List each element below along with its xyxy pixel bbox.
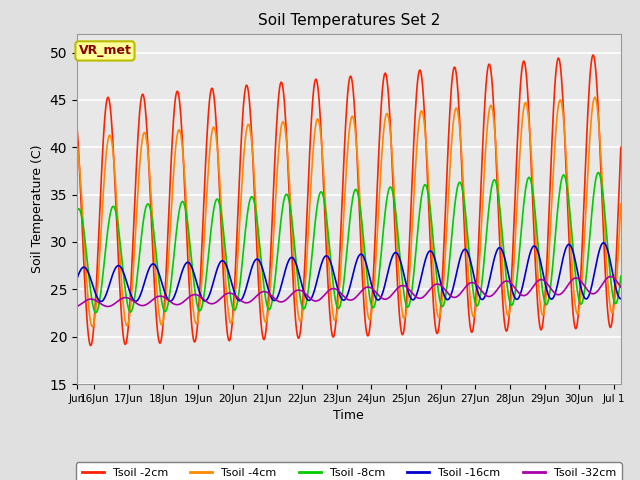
Tsoil -2cm (390, 190, 397, 196)
Tsoil -2cm (617, 144, 625, 150)
Tsoil -32cm (389, 291, 397, 297)
Tsoil -16cm (617, 296, 625, 301)
Tsoil -8cm (542, 302, 550, 308)
Tsoil -4cm (73, 140, 81, 145)
Tsoil -2cm (404, 277, 412, 283)
Line: Tsoil -2cm: Tsoil -2cm (77, 55, 621, 346)
Tsoil -8cm (92, 310, 100, 315)
Tsoil -4cm (591, 95, 599, 100)
Tsoil -16cm (390, 252, 397, 257)
Tsoil -16cm (97, 299, 105, 304)
Tsoil -2cm (486, 63, 494, 69)
Tsoil -32cm (541, 278, 549, 284)
Tsoil -16cm (404, 287, 412, 293)
Tsoil -2cm (73, 120, 81, 126)
Tsoil -2cm (86, 343, 94, 348)
Tsoil -4cm (486, 104, 494, 109)
Line: Tsoil -4cm: Tsoil -4cm (77, 97, 621, 327)
Title: Soil Temperatures Set 2: Soil Temperatures Set 2 (258, 13, 440, 28)
Tsoil -4cm (107, 134, 115, 140)
Tsoil -8cm (420, 183, 428, 189)
Tsoil -2cm (542, 279, 550, 285)
Text: VR_met: VR_met (79, 45, 131, 58)
Tsoil -8cm (486, 195, 494, 201)
Tsoil -4cm (404, 296, 412, 302)
Tsoil -32cm (617, 284, 625, 290)
Tsoil -16cm (107, 277, 115, 283)
Tsoil -4cm (420, 118, 428, 124)
Tsoil -4cm (88, 324, 96, 330)
Tsoil -2cm (107, 110, 115, 116)
Tsoil -8cm (107, 208, 115, 214)
Tsoil -8cm (390, 192, 397, 198)
Y-axis label: Soil Temperature (C): Soil Temperature (C) (31, 144, 44, 273)
Tsoil -16cm (486, 275, 494, 280)
Tsoil -8cm (73, 208, 81, 214)
Tsoil -32cm (607, 274, 614, 279)
Tsoil -32cm (419, 294, 427, 300)
Tsoil -2cm (420, 103, 428, 109)
Tsoil -2cm (589, 52, 596, 58)
Line: Tsoil -32cm: Tsoil -32cm (77, 276, 621, 307)
Line: Tsoil -8cm: Tsoil -8cm (77, 172, 621, 312)
Tsoil -4cm (390, 173, 397, 179)
X-axis label: Time: Time (333, 409, 364, 422)
Tsoil -32cm (73, 304, 81, 310)
Tsoil -8cm (617, 273, 625, 279)
Legend: Tsoil -2cm, Tsoil -4cm, Tsoil -8cm, Tsoil -16cm, Tsoil -32cm: Tsoil -2cm, Tsoil -4cm, Tsoil -8cm, Tsoi… (76, 462, 621, 480)
Tsoil -16cm (600, 240, 607, 246)
Tsoil -16cm (420, 262, 428, 268)
Tsoil -8cm (595, 169, 602, 175)
Tsoil -8cm (404, 304, 412, 310)
Tsoil -4cm (542, 296, 550, 301)
Tsoil -32cm (403, 285, 411, 290)
Tsoil -4cm (617, 201, 625, 207)
Tsoil -32cm (486, 294, 493, 300)
Tsoil -16cm (542, 284, 550, 289)
Tsoil -16cm (73, 276, 81, 282)
Line: Tsoil -16cm: Tsoil -16cm (77, 243, 621, 301)
Tsoil -32cm (106, 303, 114, 309)
